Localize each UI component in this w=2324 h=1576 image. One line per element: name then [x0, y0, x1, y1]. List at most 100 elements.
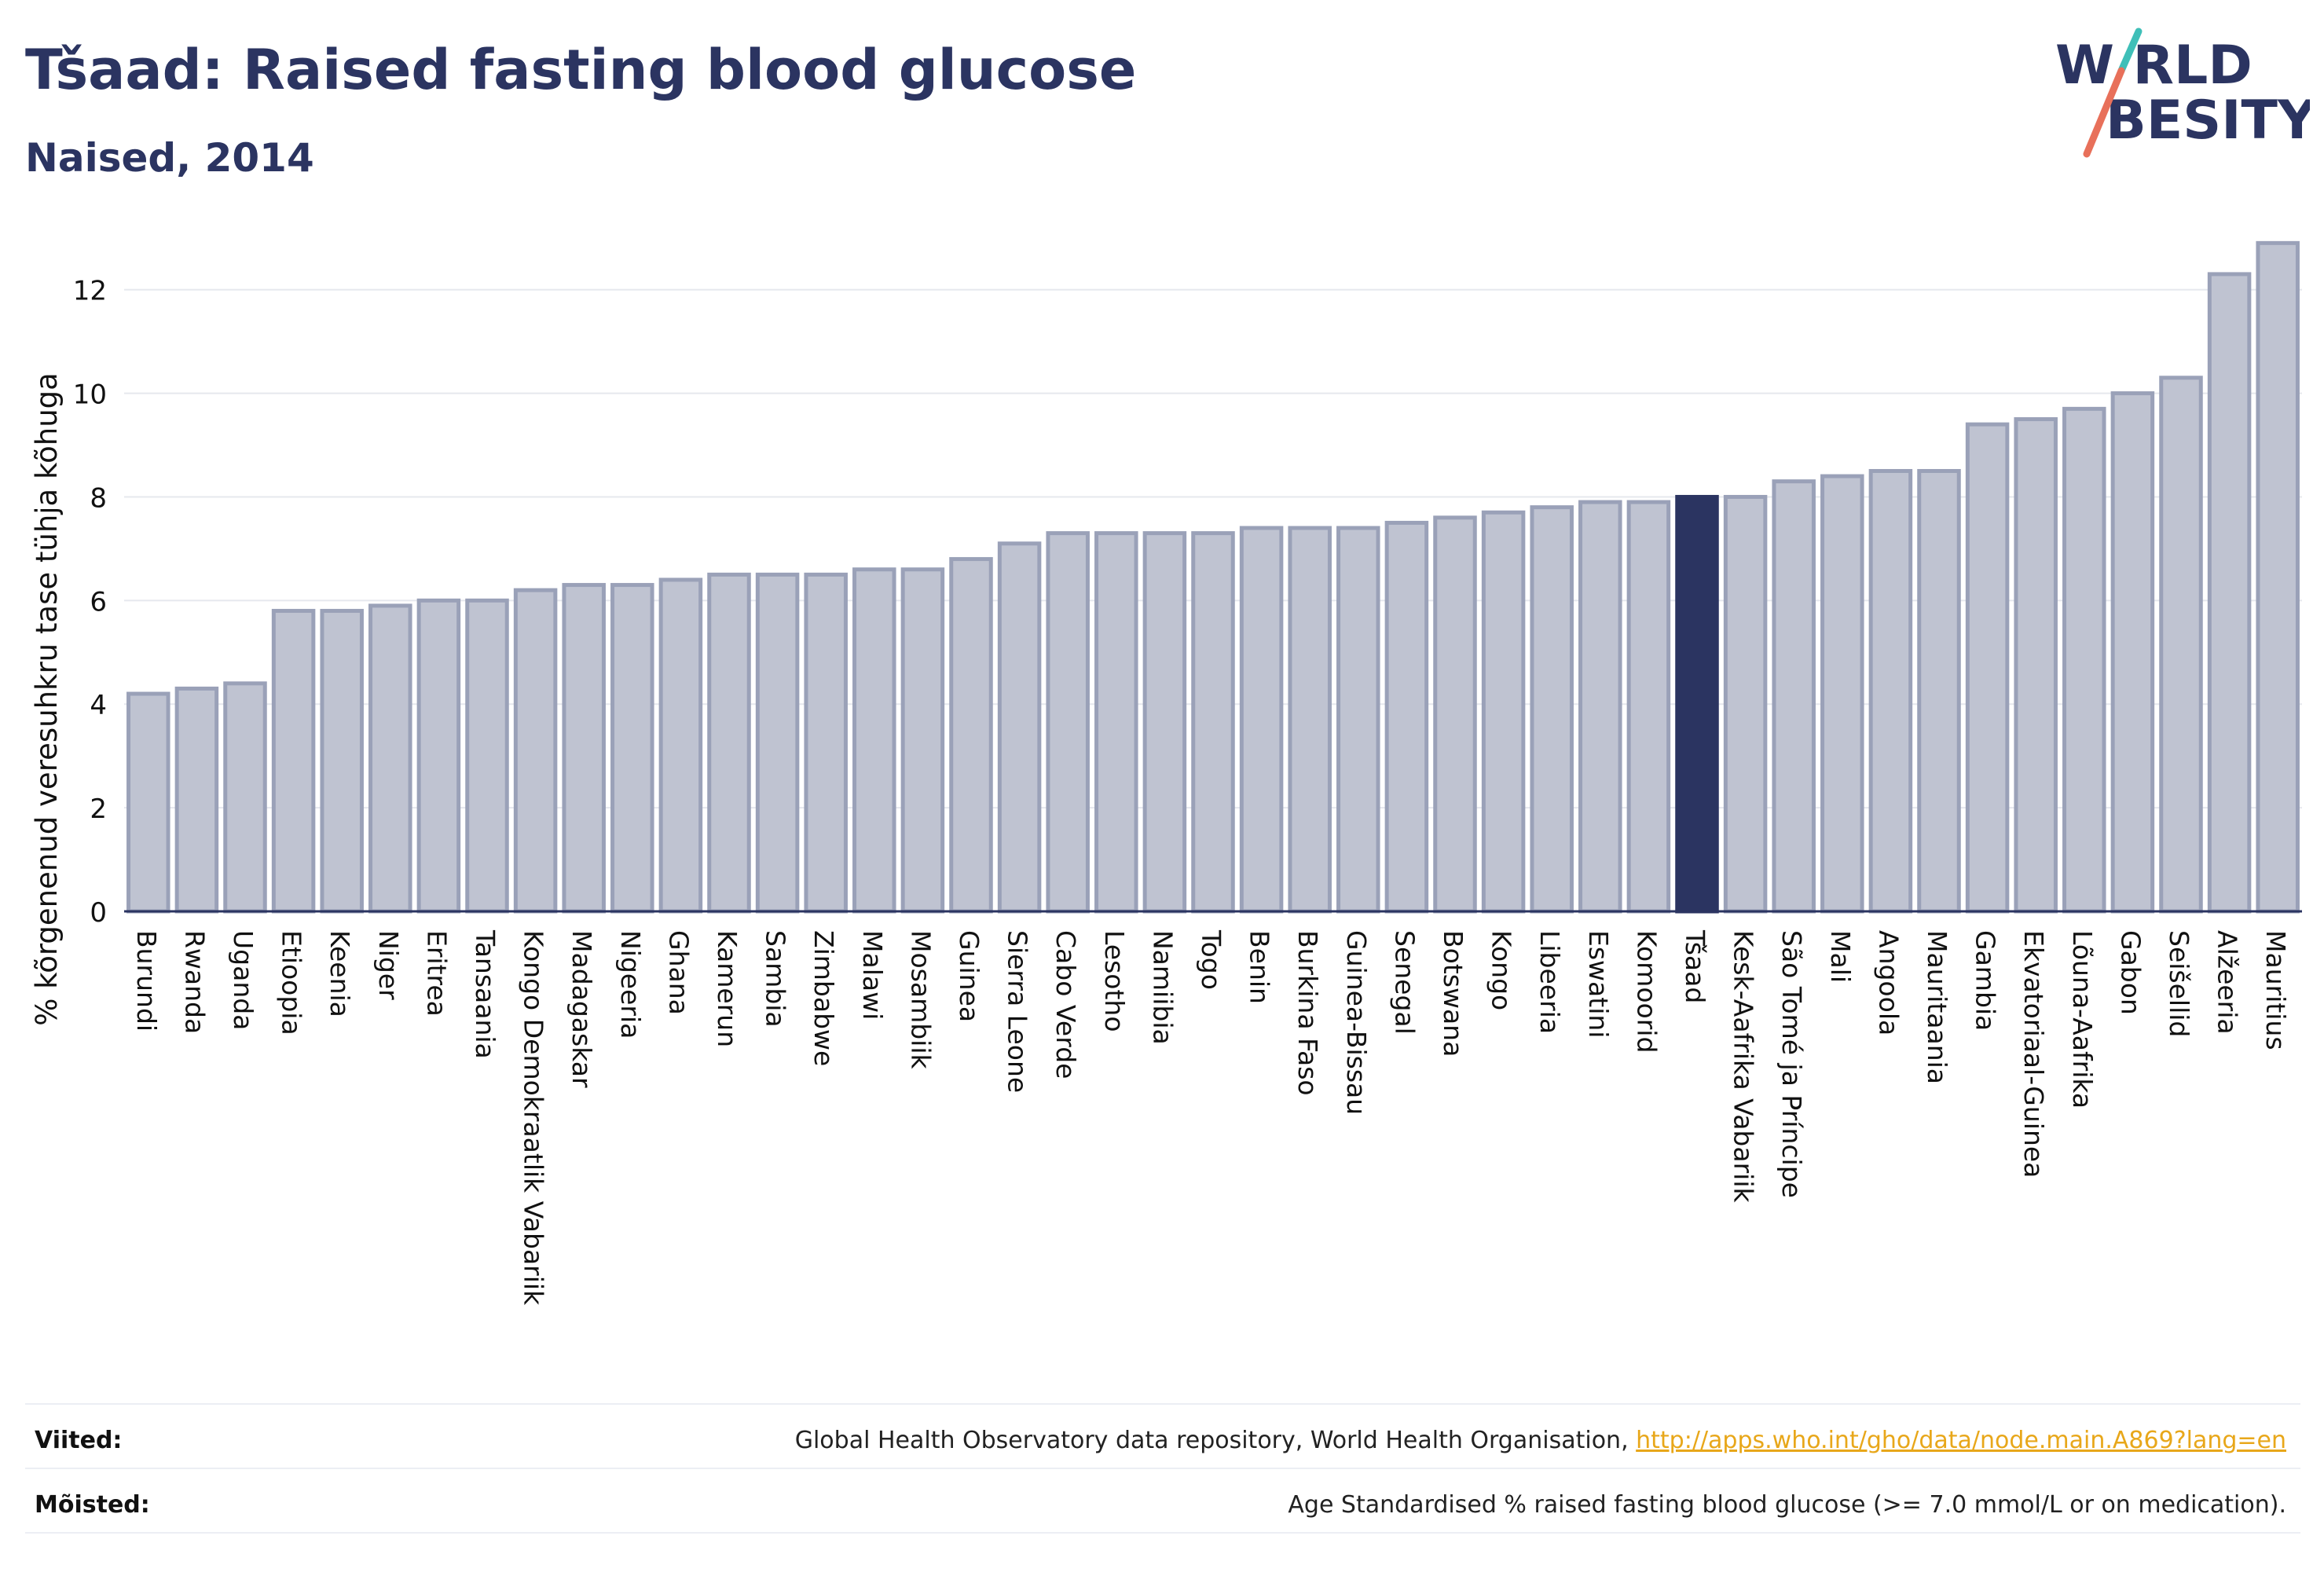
x-tick-label: Libeeria: [1534, 930, 1565, 1034]
bar: [1288, 526, 1332, 914]
x-tick-label: Sambia: [761, 930, 791, 1028]
bar: [271, 609, 316, 914]
bar: [174, 686, 219, 914]
x-tick-label: Botswana: [1438, 930, 1468, 1057]
bar: [1094, 531, 1138, 914]
bar: [949, 557, 993, 914]
x-tick-label: Mosambiik: [905, 930, 936, 1070]
y-axis-label: % kõrgenenud veresuhkru tase tühja kõhug…: [30, 372, 64, 1026]
x-tick-label: Mali: [1825, 930, 1856, 983]
chart-title: Tšaad: Raised fasting blood glucose: [25, 38, 1137, 102]
x-tick-label: Niger: [373, 930, 404, 1000]
bar: [1046, 531, 1090, 914]
bar: [1530, 505, 1574, 914]
bar: [1917, 468, 1961, 914]
bar: [1626, 500, 1671, 914]
bar: [1868, 468, 1913, 914]
x-tick-label: Senegal: [1389, 930, 1420, 1035]
footer-divider-bottom: [25, 1532, 2300, 1534]
x-tick-label: Kamerun: [712, 930, 742, 1047]
x-tick-label: Burkina Faso: [1292, 930, 1323, 1096]
y-tick-label: 2: [90, 793, 107, 825]
bar: [1481, 510, 1526, 914]
bar: [320, 609, 364, 914]
x-tick-label: Alžeeria: [2212, 930, 2243, 1035]
bar: [513, 588, 558, 914]
sources-label: Viited:: [35, 1427, 123, 1454]
x-tick-label: Mauritaania: [1922, 930, 1952, 1084]
bar: [1772, 479, 1816, 914]
x-tick-label: São Tomé ja Príncipe: [1776, 930, 1807, 1198]
x-tick-label: Gabon: [2115, 930, 2146, 1015]
bar: [2110, 391, 2155, 914]
bar: [1384, 520, 1429, 914]
bar: [465, 598, 509, 914]
bar: [126, 691, 170, 914]
footer-divider-top: [25, 1403, 2300, 1405]
x-tick-label: Gambia: [1970, 930, 2001, 1031]
y-tick-label: 6: [90, 586, 107, 618]
sources-text: Global Health Observatory data repositor…: [795, 1427, 2286, 1454]
definitions-label: Mõisted:: [35, 1491, 150, 1519]
bar: [1820, 474, 1864, 914]
x-tick-label: Uganda: [228, 930, 258, 1030]
bar: [1965, 422, 2010, 914]
y-tick-label: 12: [73, 276, 107, 307]
sources-link[interactable]: http://apps.who.int/gho/data/node.main.A…: [1636, 1427, 2286, 1454]
bar: [2207, 272, 2252, 914]
x-tick-label: Mauritius: [2260, 930, 2291, 1050]
x-tick-label: Guinea: [954, 930, 984, 1022]
bar: [1191, 531, 1235, 914]
bar: [658, 577, 703, 914]
bar: [2159, 376, 2203, 914]
bar-highlight: [1675, 494, 1719, 914]
bar: [1578, 500, 1622, 914]
logo-slash-teal: [2117, 27, 2143, 75]
x-tick-label: Ekvatoriaal-Guinea: [2018, 930, 2049, 1178]
x-tick-label: Lõuna-Aafrika: [2067, 930, 2098, 1109]
bars: [126, 240, 2300, 914]
bar: [562, 583, 606, 914]
x-tick-label: Tansaania: [470, 929, 500, 1059]
x-tick-label: Eswatini: [1583, 930, 1614, 1038]
logo-line-2: BESITY: [2106, 90, 2310, 152]
x-tick-label: Guinea-Bissau: [1341, 930, 1372, 1115]
bar: [900, 567, 945, 914]
x-tick-label: Tšaad: [1680, 929, 1710, 1003]
bar: [852, 567, 896, 914]
bar: [610, 583, 654, 914]
definitions-text: Age Standardised % raised fasting blood …: [1288, 1491, 2286, 1519]
world-obesity-logo[interactable]: W RLD BESITY: [2043, 24, 2310, 165]
bar: [2256, 240, 2300, 914]
sources-description: Global Health Observatory data repositor…: [794, 1427, 1637, 1454]
bar: [755, 572, 800, 914]
x-tick-label: Angoola: [1873, 930, 1904, 1035]
bar: [223, 681, 267, 914]
bar: [1142, 531, 1187, 914]
x-tick-label: Malawi: [857, 930, 888, 1020]
y-tick-label: 4: [90, 690, 107, 721]
bar: [707, 572, 751, 914]
x-tick-label: Madagaskar: [566, 930, 597, 1088]
x-tick-label: Eritrea: [421, 930, 452, 1017]
x-tick-label: Keenia: [324, 930, 355, 1017]
logo-slash-coral: [2083, 67, 2125, 158]
x-tick-label: Seišellid: [2164, 930, 2194, 1037]
x-tick-label: Namiibia: [1147, 930, 1178, 1045]
x-tick-label: Kongo Demokraatlik Vabariik: [519, 930, 549, 1306]
x-tick-label: Cabo Verde: [1050, 930, 1081, 1079]
bar: [1336, 526, 1380, 914]
x-tick-label: Kongo: [1486, 930, 1517, 1010]
x-tick-label: Togo: [1196, 929, 1226, 990]
bar: [2014, 417, 2058, 914]
bar: [804, 572, 848, 914]
y-tick-label: 0: [90, 897, 107, 929]
tick-labels: 0 2 4 6 8 10 12 Burundi Rwanda Uganda Etioopia Keen…: [73, 276, 2291, 1306]
y-tick-label: 8: [90, 482, 107, 514]
footer-divider-middle: [25, 1468, 2300, 1469]
y-tick-label: 10: [73, 379, 107, 411]
x-tick-label: Benin: [1244, 930, 1275, 1004]
chart-subtitle: Naised, 2014: [25, 135, 314, 181]
x-tick-label: Burundi: [131, 930, 162, 1032]
bar: [1239, 526, 1284, 914]
